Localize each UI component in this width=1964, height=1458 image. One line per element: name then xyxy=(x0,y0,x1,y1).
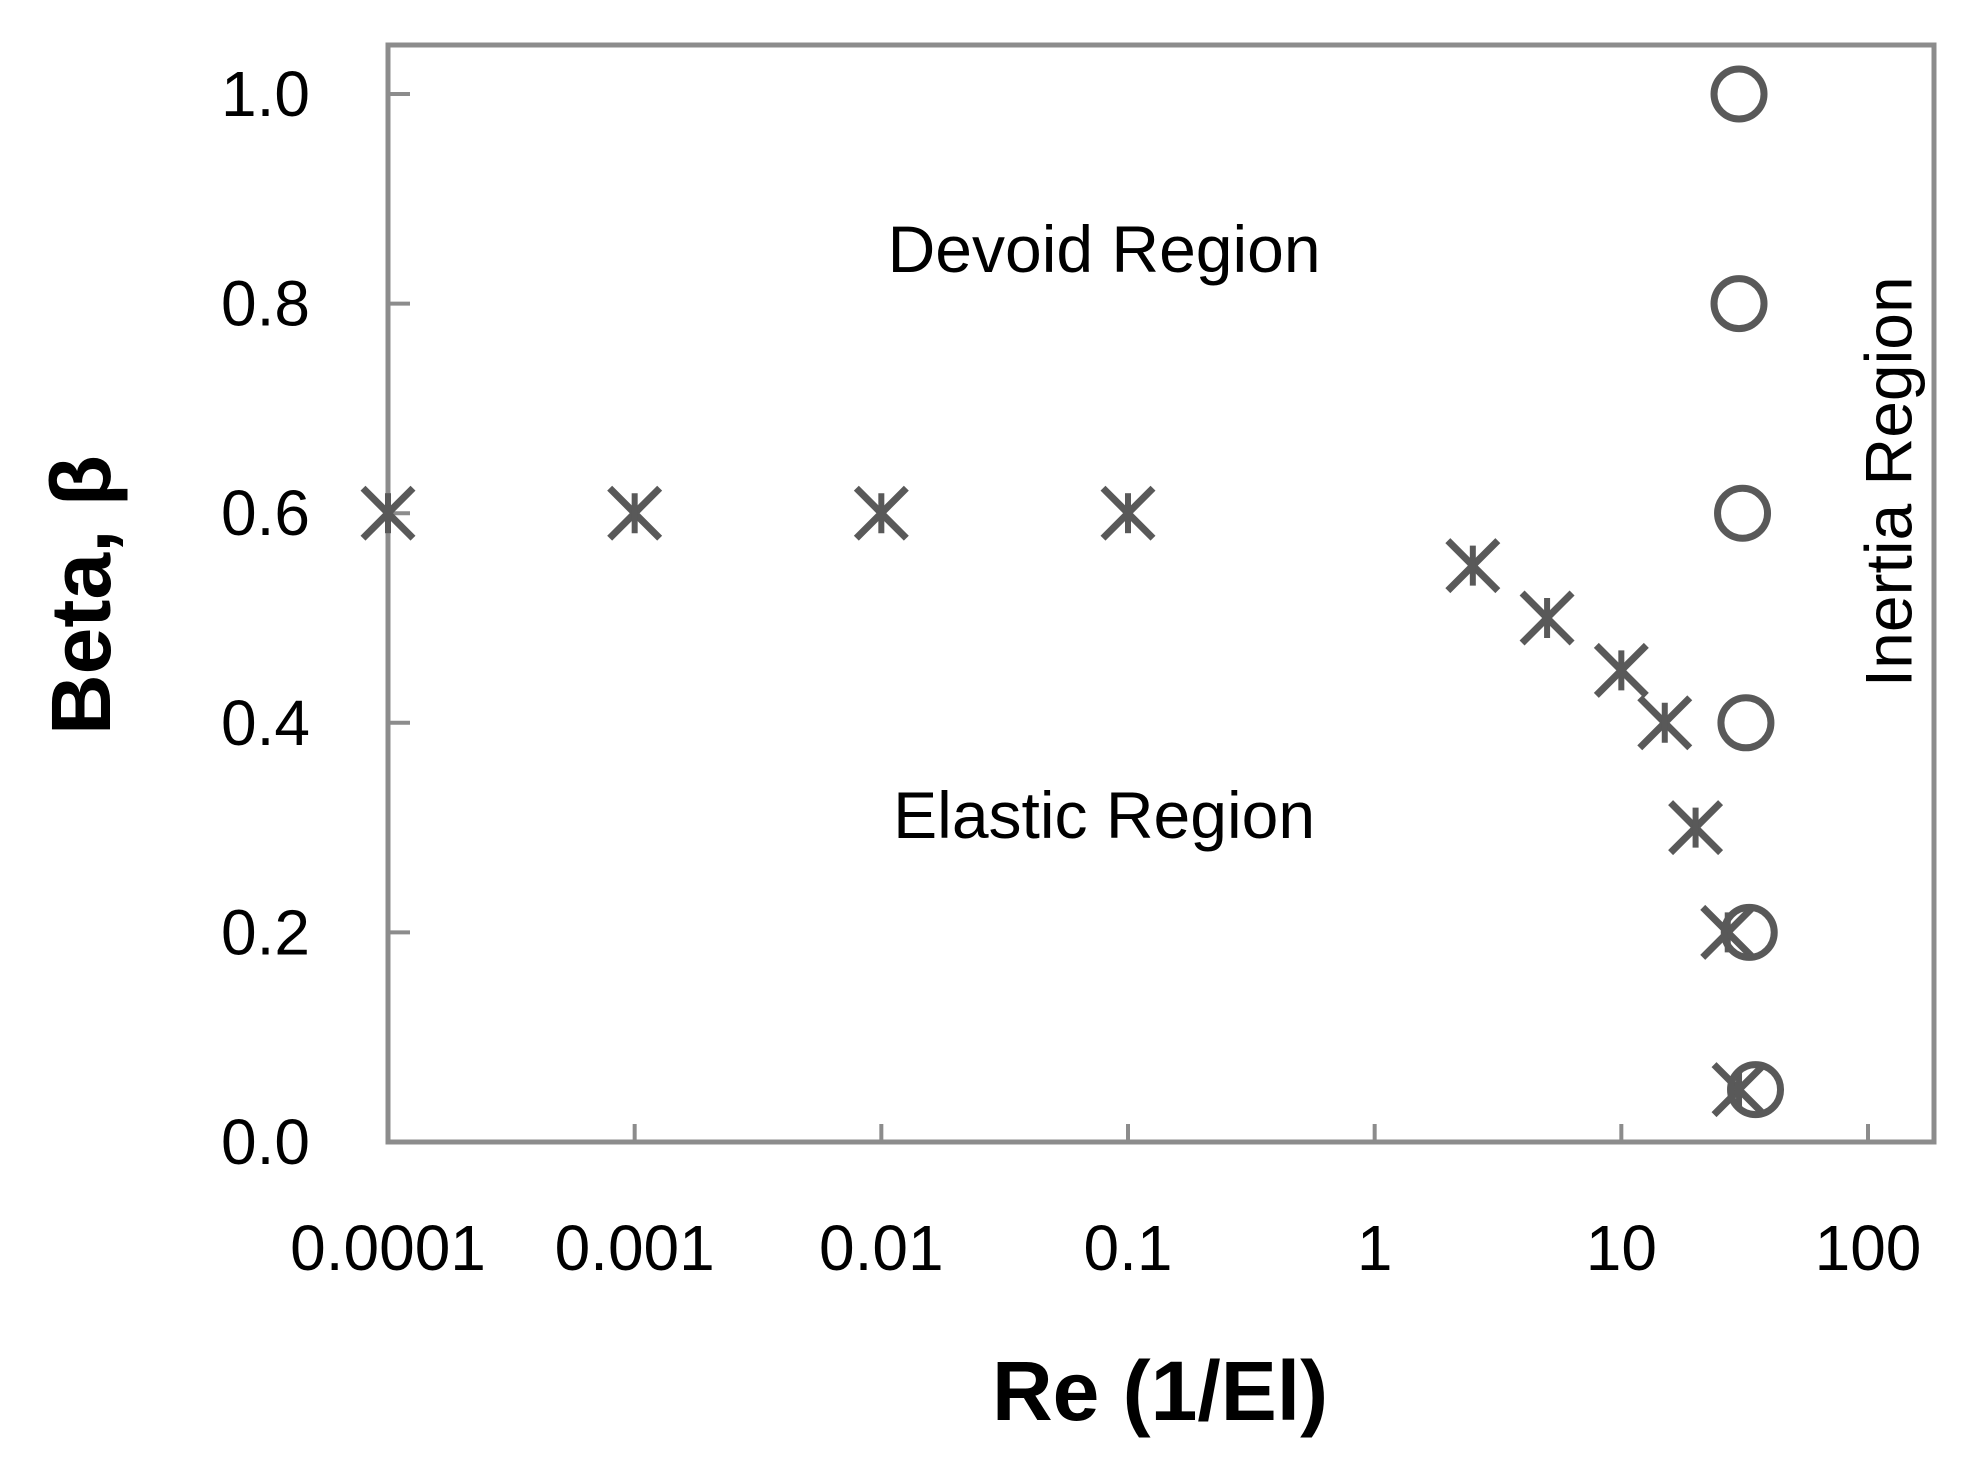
annotation-label: Devoid Region xyxy=(888,212,1321,286)
cross-data-point xyxy=(360,485,416,541)
circle-data-point xyxy=(1717,694,1775,752)
x-tick-label: 0.01 xyxy=(819,1212,944,1284)
y-tick-label: 0.6 xyxy=(221,477,310,549)
y-tick-label: 0.2 xyxy=(221,896,310,968)
cross-data-point xyxy=(607,485,663,541)
cross-data-point xyxy=(1100,485,1156,541)
x-axis-title: Re (1/El) xyxy=(992,1344,1328,1438)
y-axis: 0.0 0.2 0.4 0.6 0.8 1.0 xyxy=(221,58,410,1178)
circle-data-point xyxy=(1727,1061,1785,1119)
y-tick-label: 0.0 xyxy=(221,1106,310,1178)
y-axis-title: Beta, β xyxy=(34,455,128,735)
y-tick-label: 1.0 xyxy=(221,58,310,130)
x-tick-label: 10 xyxy=(1586,1212,1657,1284)
cross-data-point xyxy=(1519,590,1575,646)
x-axis: 0.0001 0.001 0.01 0.1 1 10 100 xyxy=(290,1124,1921,1284)
y-tick-label: 0.8 xyxy=(221,268,310,340)
x-tick-label: 0.001 xyxy=(555,1212,715,1284)
x-tick-label: 100 xyxy=(1815,1212,1922,1284)
circle-data-point xyxy=(1710,65,1768,123)
cross-data-point xyxy=(1637,695,1693,751)
cross-data-point xyxy=(1593,642,1649,698)
circle-data-point xyxy=(1714,484,1772,542)
cross-data-point xyxy=(1445,538,1501,594)
x-tick-label: 1 xyxy=(1357,1212,1393,1284)
plot-area-frame xyxy=(385,42,1937,1145)
circle-data-point xyxy=(1720,903,1778,961)
annotation-label: Inertia Region xyxy=(1851,276,1925,687)
circle-data-point xyxy=(1710,275,1768,333)
data-marks xyxy=(360,65,1785,1119)
cross-data-point xyxy=(1668,800,1724,856)
cross-data-point xyxy=(853,485,909,541)
cross-data-point xyxy=(1711,1062,1767,1118)
x-tick-label: 0.0001 xyxy=(290,1212,486,1284)
y-tick-label: 0.4 xyxy=(221,687,310,759)
annotation-label: Elastic Region xyxy=(893,778,1315,852)
annotations: Devoid Region Elastic Region Inertia Regio… xyxy=(888,212,1926,852)
x-tick-label: 0.1 xyxy=(1084,1212,1173,1284)
